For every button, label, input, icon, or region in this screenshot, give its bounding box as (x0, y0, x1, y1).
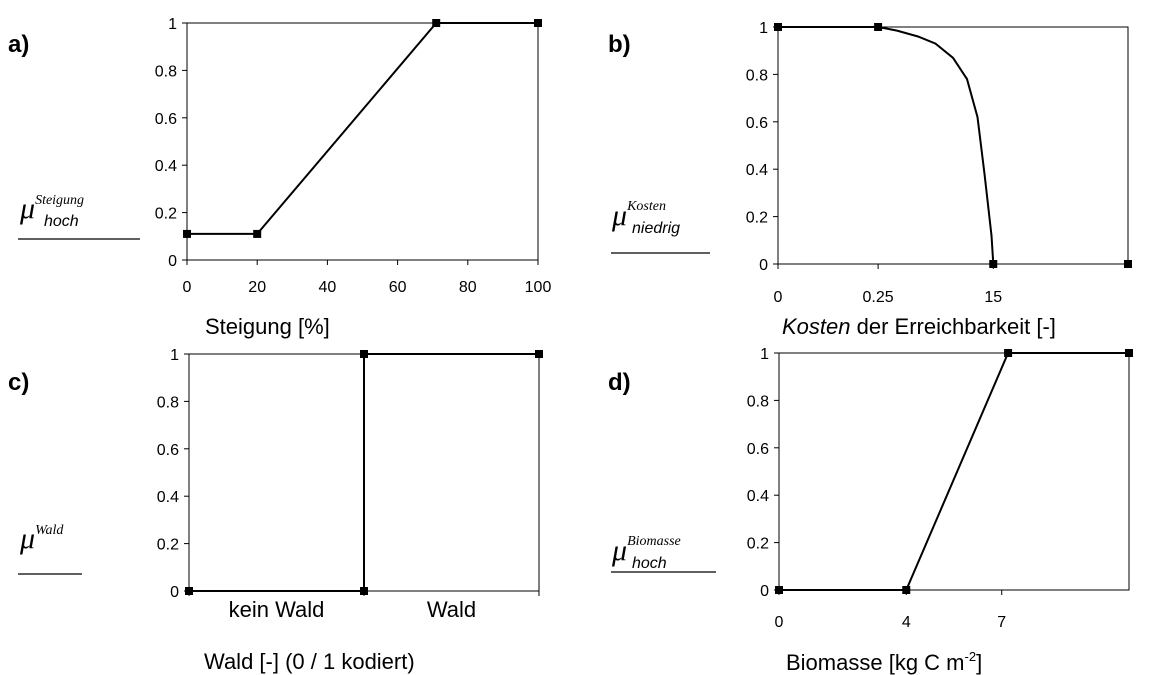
panel-a-markers (183, 19, 542, 238)
panel-b-y-tick-label: 0.4 (746, 162, 768, 179)
panel-d-frame (778, 352, 1130, 591)
panel-d-data-point (775, 586, 783, 594)
panel-d-data-point (1004, 349, 1013, 357)
panel-b-x-tick-label: 0 (774, 289, 783, 306)
panel-a-series-line (187, 22, 538, 235)
panel-a-data-point (432, 19, 441, 27)
panel-a: a) μSteigung hoch 0 0.2 0.4 0.6 0.8 1 0 20 40 60 8… (8, 16, 551, 339)
panel-a-axes: 0 0.2 0.4 0.6 0.8 1 0 20 40 60 80 100 (155, 16, 552, 296)
panel-a-x-tick-label: 0 (183, 279, 192, 296)
panel-d-y-tick-label: 0.8 (747, 393, 769, 410)
panel-c-data-point (185, 587, 193, 595)
panel-b: b) μKosten niedrig 0 0.2 0.4 0.6 0.8 1 0 0.25 15… (608, 20, 1132, 339)
panel-c-axes: 0 0.2 0.4 0.6 0.8 1 kein Wald Wald (157, 347, 540, 622)
panel-d: d) μBiomasse hoch 0 0.2 0.4 0.6 0.8 1 0 4 7 Biom… (608, 346, 1133, 675)
panel-d-y-tick-label: 1 (760, 346, 769, 363)
panel-d-y-label: μBiomasse (611, 534, 681, 567)
panel-d-y-tick-label: 0.4 (747, 488, 769, 505)
panel-b-series-line (778, 26, 995, 265)
panel-a-data-point (253, 229, 262, 238)
panel-a-x-tick-label: 20 (248, 279, 266, 296)
panel-d-y-tick-label: 0 (760, 583, 769, 600)
panel-c-y-tick-label: 0 (170, 584, 179, 601)
panel-b-y-sub: niedrig (632, 220, 680, 237)
panel-d-data-point (902, 586, 911, 594)
panel-a-letter: a) (8, 31, 29, 58)
panel-c-y-tick-label: 0.8 (157, 394, 179, 411)
panel-a-x-tick-label: 40 (319, 279, 337, 296)
panel-a-frame (186, 22, 539, 261)
panel-c-y-tick-label: 0.6 (157, 442, 179, 459)
panel-c-data-point (360, 587, 368, 595)
panel-c-letter: c) (8, 369, 29, 396)
panel-b-data-point (774, 23, 782, 31)
panel-d-y-tick-label: 0.2 (747, 536, 769, 553)
panel-c-markers (185, 350, 543, 595)
panel-a-y-tick-label: 0.4 (155, 158, 177, 175)
panel-a-data-point (183, 229, 191, 238)
panel-d-series-line (779, 352, 1129, 591)
panel-b-x-tick-label: 15 (984, 289, 1002, 306)
panel-c-data-point (535, 350, 543, 358)
panel-c-series-line (189, 353, 539, 592)
panel-c-category-label: kein Wald (229, 597, 325, 622)
panel-c-y-label: μWald (19, 522, 64, 555)
panel-a-y-tick-label: 0.2 (155, 206, 177, 223)
panel-b-data-point (989, 260, 998, 268)
panel-d-x-label: Biomasse [kg C m-2] (786, 649, 982, 675)
panel-b-data-point (1124, 260, 1132, 268)
panel-c-data-point (360, 350, 368, 358)
panel-d-markers (775, 349, 1133, 594)
panel-a-x-label: Steigung [%] (205, 314, 330, 339)
panel-b-x-tick-label: 0.25 (863, 289, 894, 306)
panel-b-axes: 0 0.2 0.4 0.6 0.8 1 0 0.25 15 (746, 20, 1003, 306)
panel-c-x-label: Wald [-] (0 / 1 kodiert) (204, 649, 415, 674)
panel-a-y-tick-label: 1 (168, 16, 177, 33)
panel-c-y-tick-label: 0.2 (157, 537, 179, 554)
panel-b-data-point (874, 23, 883, 31)
panel-d-y-sub: hoch (632, 555, 667, 572)
panel-a-y-label: μSteigung (19, 192, 84, 225)
panel-c-y-tick-label: 1 (170, 347, 179, 364)
panel-d-axes: 0 0.2 0.4 0.6 0.8 1 0 4 7 (747, 346, 1007, 631)
panel-b-y-tick-label: 1 (759, 20, 768, 37)
panel-a-data-point (534, 19, 542, 27)
panel-c-category-label: Wald (427, 597, 476, 622)
panel-b-letter: b) (608, 31, 631, 58)
panel-b-x-label: Kosten der Erreichbarkeit [-] (782, 314, 1056, 339)
panel-a-x-tick-label: 60 (389, 279, 407, 296)
panel-b-y-tick-label: 0.6 (746, 115, 768, 132)
panel-a-x-tick-label: 100 (525, 279, 552, 296)
panel-a-y-sub: hoch (44, 213, 79, 230)
panel-a-y-tick-label: 0 (168, 253, 177, 270)
panel-d-data-point (1125, 349, 1133, 357)
panel-a-x-tick-label: 80 (459, 279, 477, 296)
panel-c: c) μWald 0 0.2 0.4 0.6 0.8 1 kein Wald Wald Wal… (8, 347, 543, 674)
panel-b-frame (777, 26, 1129, 265)
panel-b-y-tick-label: 0.8 (746, 67, 768, 84)
panel-a-y-tick-label: 0.8 (155, 63, 177, 80)
panel-c-y-tick-label: 0.4 (157, 489, 179, 506)
panel-d-y-tick-label: 0.6 (747, 441, 769, 458)
panel-d-x-tick-label: 4 (902, 614, 911, 631)
panel-b-y-tick-label: 0.2 (746, 210, 768, 227)
panel-d-letter: d) (608, 369, 631, 396)
panel-d-x-tick-label: 0 (775, 614, 784, 631)
panel-a-y-tick-label: 0.6 (155, 111, 177, 128)
panel-b-y-tick-label: 0 (759, 257, 768, 274)
panel-b-markers (774, 23, 1132, 268)
panel-d-x-tick-label: 7 (997, 614, 1006, 631)
panel-b-y-label: μKosten (611, 199, 666, 232)
